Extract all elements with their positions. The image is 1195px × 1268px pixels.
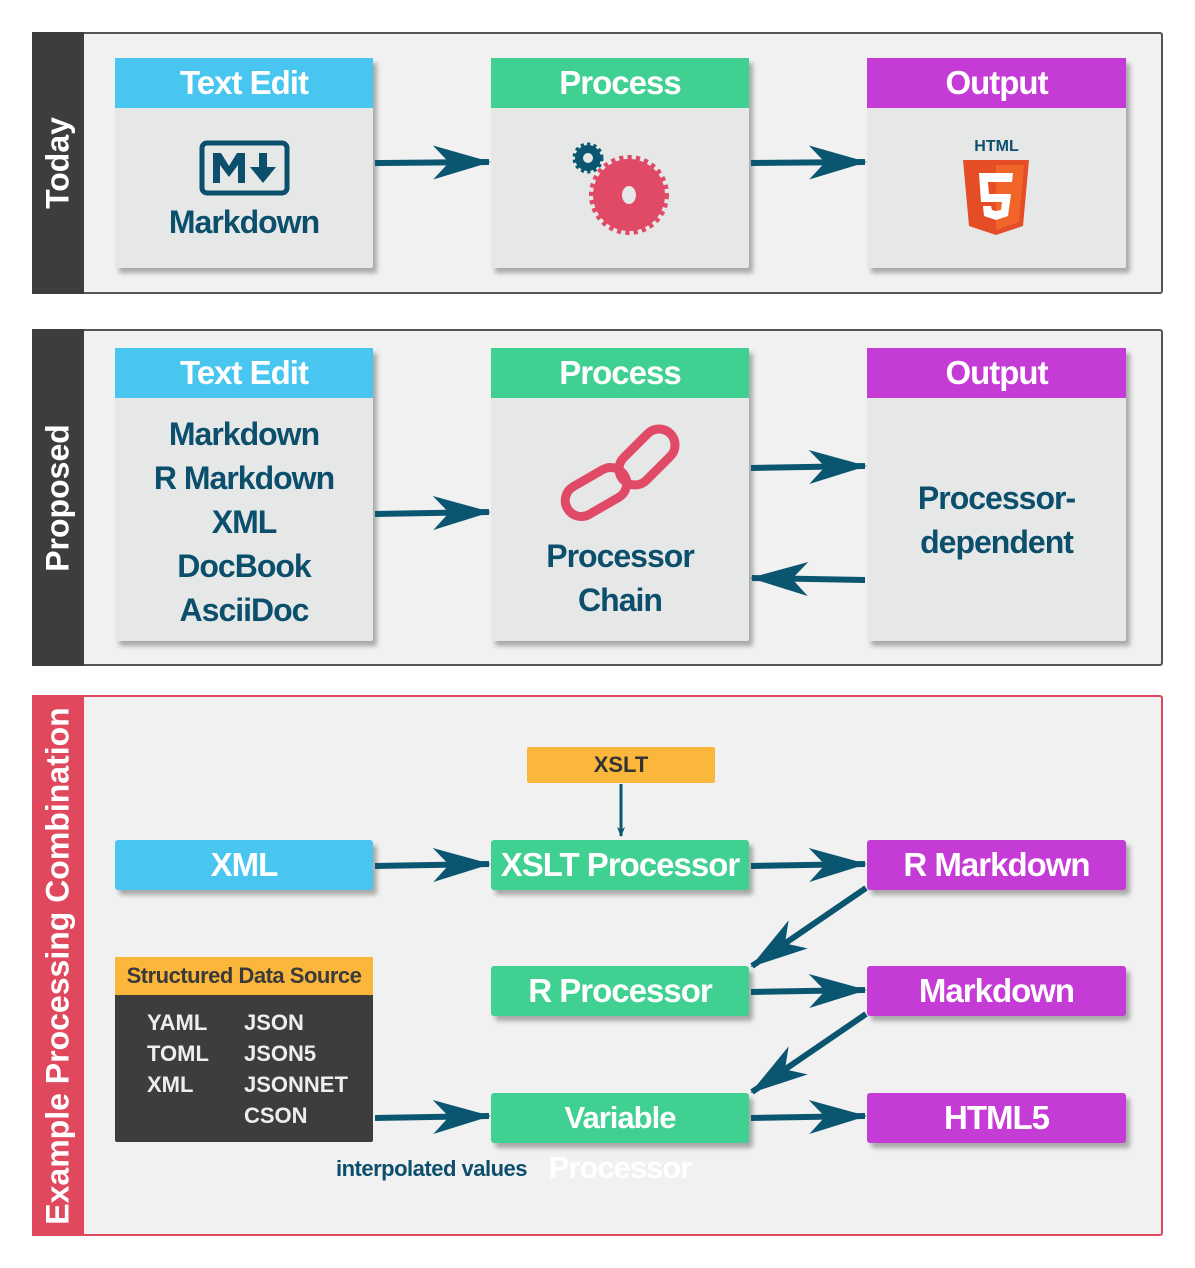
arrow — [374, 495, 491, 530]
arrow — [750, 885, 868, 969]
text-line: Chain — [578, 582, 663, 618]
format-item: YAML — [147, 1010, 208, 1035]
arrow — [750, 847, 867, 882]
r-markdown-box: R Markdown — [867, 840, 1126, 890]
xslt-box: XSLT — [527, 747, 715, 783]
html-icon-label: HTML — [974, 138, 1019, 155]
format-list: Markdown R Markdown XML DocBook AsciiDoc — [115, 412, 373, 632]
interpolated-values-label: interpolated values — [336, 1156, 528, 1181]
card-header: Output — [867, 348, 1126, 398]
html5-icon — [963, 160, 1029, 235]
processor-chain-label: Processor Chain — [491, 534, 749, 622]
arrow — [374, 1099, 491, 1134]
card-header: Process — [491, 58, 749, 108]
format-item: JSON5 — [244, 1041, 317, 1066]
arrow — [750, 1011, 868, 1095]
markdown-icon — [199, 140, 290, 196]
card-header: Process — [491, 348, 749, 398]
xml-box: XML — [115, 840, 373, 890]
proposed-label: Proposed — [32, 329, 84, 666]
format-item: JSON — [244, 1010, 304, 1035]
text-line: Processor- — [917, 480, 1076, 516]
gears-icon — [572, 142, 669, 235]
structured-header: Structured Data Source — [115, 957, 373, 995]
arrow — [750, 973, 867, 1008]
card-header: Text Edit — [115, 58, 373, 108]
proposed-text-edit-card: Text Edit Markdown R Markdown XML DocBoo… — [115, 348, 373, 641]
card-header: Output — [867, 58, 1126, 108]
format-item: AsciiDoc — [179, 592, 310, 628]
structured-data-source: Structured Data Source YAML TOML XML JSO… — [115, 957, 373, 1142]
text-line: Processor — [546, 538, 695, 574]
format-item: XML — [147, 1072, 194, 1097]
format-item: Markdown — [168, 416, 320, 452]
text-line: dependent — [920, 524, 1074, 560]
format-item: DocBook — [177, 548, 311, 584]
xslt-processor-box: XSLT Processor — [491, 840, 749, 890]
arrow — [750, 145, 867, 180]
format-item: JSONNET — [244, 1072, 348, 1097]
card-header: Text Edit — [115, 348, 373, 398]
format-item: CSON — [244, 1103, 308, 1128]
processor-dependent-label: Processor- dependent — [867, 476, 1126, 564]
arrow — [374, 145, 491, 180]
html5-box: HTML5 — [867, 1093, 1126, 1143]
example-label: Example Processing Combination — [32, 695, 84, 1236]
proposed-output-card: Output Processor- dependent — [867, 348, 1126, 641]
arrow — [750, 1099, 867, 1134]
chain-link-icon — [560, 424, 680, 521]
arrow — [750, 561, 866, 596]
format-item: R Markdown — [153, 460, 335, 496]
variable-processor-box: Variable Processor — [491, 1093, 749, 1185]
r-processor-box: R Processor — [491, 966, 749, 1016]
markdown-label: Markdown — [168, 204, 320, 240]
arrow — [374, 847, 491, 882]
today-label: Today — [32, 32, 84, 294]
format-column-1: YAML TOML XML — [147, 1007, 209, 1100]
format-item: TOML — [147, 1041, 209, 1066]
format-item: XML — [211, 504, 278, 540]
format-column-2: JSON JSON5 JSONNET CSON — [244, 1007, 348, 1131]
arrow — [750, 449, 867, 484]
markdown-box: Markdown — [867, 966, 1126, 1016]
